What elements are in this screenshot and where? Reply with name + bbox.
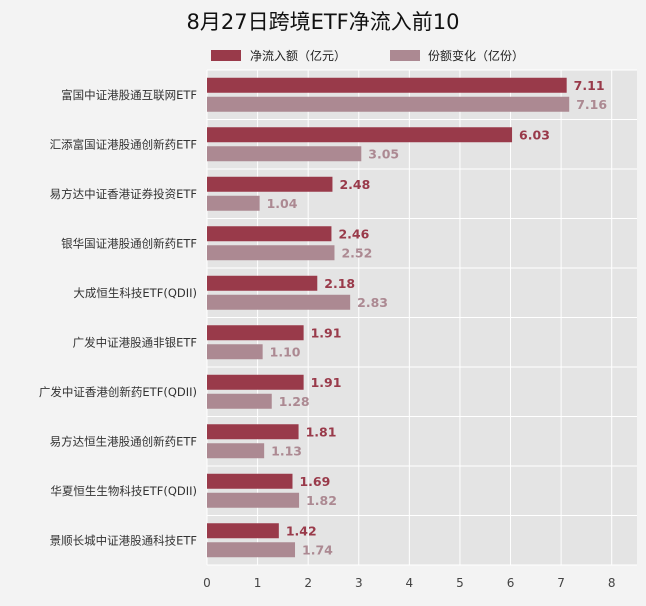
data-label-share-change: 3.05: [368, 146, 399, 161]
category-label: 易方达恒生港股通创新药ETF: [50, 434, 197, 448]
bar-share-change: [207, 542, 296, 558]
data-label-share-change: 1.04: [267, 196, 298, 211]
category-label: 汇添富国证港股通创新药ETF: [50, 137, 197, 151]
bar-share-change: [207, 96, 570, 112]
data-label-net-inflow: 1.81: [306, 424, 337, 439]
legend-label-share-change: 份额变化（亿份）: [428, 48, 524, 63]
bar-net-inflow: [207, 275, 318, 291]
category-label: 银华国证港股通创新药ETF: [61, 236, 197, 250]
bar-share-change: [207, 443, 265, 459]
bar-net-inflow: [207, 374, 304, 390]
data-label-share-change: 1.74: [302, 542, 333, 557]
category-label: 华夏恒生生物科技ETF(QDII): [50, 484, 197, 498]
data-label-net-inflow: 1.91: [311, 375, 342, 390]
bar-share-change: [207, 344, 263, 360]
x-tick-label: 2: [304, 576, 312, 590]
data-label-share-change: 2.52: [341, 245, 372, 260]
bar-share-change: [207, 492, 300, 508]
bar-net-inflow: [207, 325, 304, 341]
bar-net-inflow: [207, 127, 513, 143]
bar-net-inflow: [207, 473, 293, 489]
category-label: 广发中证香港创新药ETF(QDII): [39, 385, 197, 399]
bars: 7.11 7.16 6.03 3.05 2.48 1.04 2.46 2.52 2.182.83…: [207, 77, 607, 558]
data-label-share-change: 2.83: [357, 295, 388, 310]
bar-net-inflow: [207, 226, 332, 242]
data-label-net-inflow: 2.18: [324, 276, 355, 291]
data-label-net-inflow: 2.48: [339, 177, 370, 192]
chart-title: 8月27日跨境ETF净流入前10: [187, 10, 460, 34]
legend: 净流入额（亿元） 份额变化（亿份）: [211, 48, 524, 63]
category-label: 富国中证港股通互联网ETF: [61, 88, 197, 102]
data-label-net-inflow: 1.42: [286, 523, 317, 538]
legend-swatch-share-change: [390, 50, 420, 61]
category-label: 广发中证港股通非银ETF: [73, 335, 197, 349]
bar-share-change: [207, 146, 362, 162]
legend-label-net-inflow: 净流入额（亿元）: [250, 48, 346, 63]
data-label-net-inflow: 6.03: [519, 127, 550, 142]
x-tick-label: 1: [254, 576, 262, 590]
data-label-net-inflow: 1.69: [299, 474, 330, 489]
data-label-share-change: 7.16: [576, 97, 607, 112]
category-label: 大成恒生科技ETF(QDII): [73, 286, 197, 300]
data-label-net-inflow: 1.91: [311, 325, 342, 340]
bar-share-change: [207, 195, 260, 211]
x-tick-label: 3: [355, 576, 363, 590]
x-tick-label: 0: [203, 576, 211, 590]
category-label: 景顺长城中证港股通科技ETF: [50, 533, 197, 547]
data-label-net-inflow: 7.11: [574, 78, 605, 93]
data-label-share-change: 1.82: [306, 493, 337, 508]
grid-lines: [206, 69, 637, 566]
bar-share-change: [207, 393, 272, 409]
bar-net-inflow: [207, 523, 279, 539]
legend-swatch-net-inflow: [211, 50, 241, 61]
x-tick-label: 6: [507, 576, 515, 590]
bar-net-inflow: [207, 77, 567, 93]
bar-share-change: [207, 245, 335, 261]
data-label-net-inflow: 2.46: [338, 226, 369, 241]
bar-net-inflow: [207, 424, 299, 440]
data-label-share-change: 1.28: [279, 394, 310, 409]
x-tick-labels: 0 1 2 3 4 5 6 7 8: [203, 576, 615, 590]
data-label-share-change: 1.10: [270, 344, 301, 359]
x-tick-label: 4: [406, 576, 414, 590]
x-tick-label: 5: [456, 576, 464, 590]
x-tick-label: 8: [608, 576, 616, 590]
category-labels: 富国中证港股通互联网ETF 汇添富国证港股通创新药ETF 易方达中证香港证券投资ET…: [39, 88, 197, 548]
bar-share-change: [207, 294, 351, 310]
bar-net-inflow: [207, 176, 333, 192]
x-tick-label: 7: [557, 576, 565, 590]
category-label: 易方达中证香港证券投资ETF: [50, 187, 197, 201]
data-label-share-change: 1.13: [271, 443, 302, 458]
